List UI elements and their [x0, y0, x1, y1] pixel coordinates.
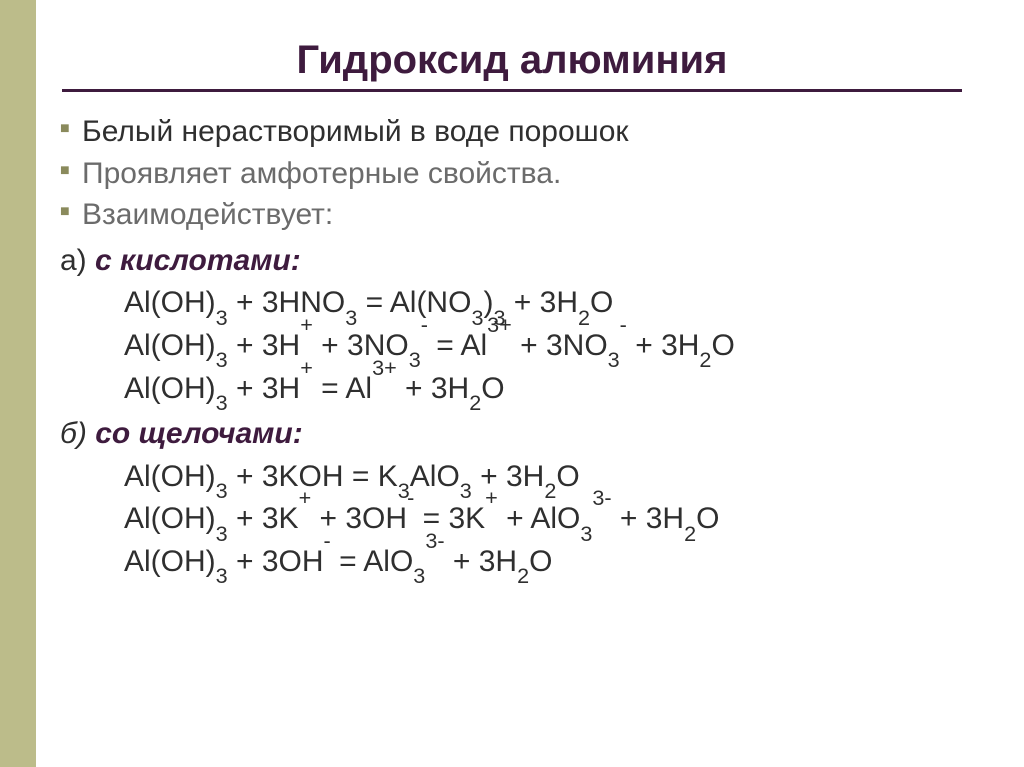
section-b-label: б) со щелочами:: [60, 414, 984, 454]
bullet-row: ■ Взаимодействует:: [60, 195, 984, 235]
bullet-row: ■ Белый нерастворимый в воде порошок: [60, 112, 984, 152]
section-a-label: а) с кислотами:: [60, 241, 984, 281]
equation-b3: Al(OH)3 + 3OH- = AlO33- + 3H2O: [60, 542, 984, 582]
slide: Гидроксид алюминия ■ Белый нерастворимый…: [0, 0, 1024, 767]
equation-b1: Al(OH)3 + 3KOH = K3AlO3 + 3H2O: [60, 457, 984, 497]
square-bullet-icon: ■: [60, 112, 82, 139]
square-bullet-icon: ■: [60, 195, 82, 222]
title-area: Гидроксид алюминия: [0, 38, 1024, 83]
equation-b2: Al(OH)3 + 3K+ + 3OH- = 3K+ + AlO33- + 3H…: [60, 499, 984, 539]
bullet-row: ■ Проявляет амфотерные свойства.: [60, 154, 984, 194]
intro-line-2: Проявляет амфотерные свойства.: [82, 154, 984, 194]
intro-line-3: Взаимодействует:: [82, 195, 984, 235]
equation-a3: Al(OH)3 + 3H+ = Al3+ + 3H2O: [60, 369, 984, 409]
equation-a2: Al(OH)3 + 3H+ + 3NO3- = Al3+ + 3NO3- + 3…: [60, 326, 984, 366]
title-underline: [62, 89, 962, 92]
left-accent-bar: [0, 0, 36, 767]
square-bullet-icon: ■: [60, 154, 82, 181]
equation-a1: Al(OH)3 + 3HNO3 = Al(NO3)3 + 3H2O: [60, 283, 984, 323]
slide-title: Гидроксид алюминия: [0, 38, 1024, 83]
intro-line-1: Белый нерастворимый в воде порошок: [82, 112, 984, 152]
content-area: ■ Белый нерастворимый в воде порошок ■ П…: [0, 106, 1024, 582]
